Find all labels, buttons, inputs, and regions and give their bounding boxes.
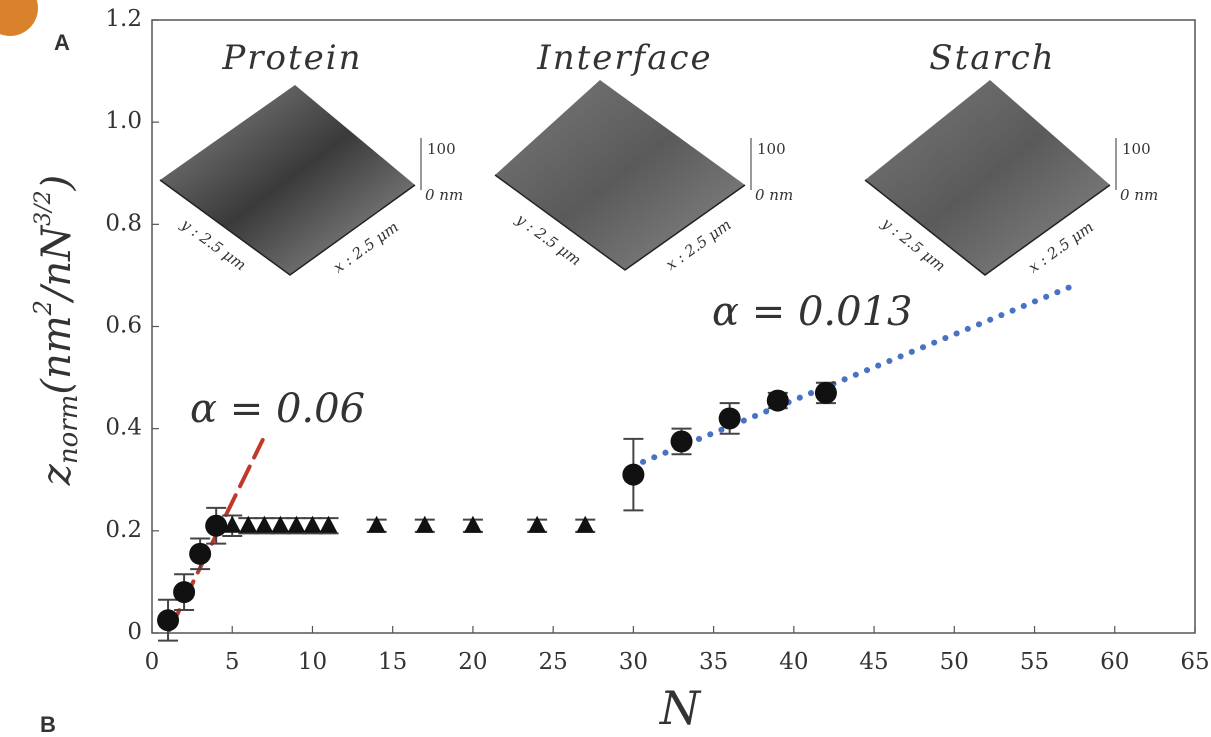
y-label-part: norm [54, 395, 84, 464]
scale-top: 100 [1122, 140, 1151, 158]
point [223, 515, 242, 533]
point-group [189, 537, 212, 571]
fit-label: α = 0.013 [712, 289, 912, 335]
point [287, 515, 306, 533]
surface [160, 85, 415, 275]
x-tick-label: 25 [539, 649, 568, 675]
x-tick-label: 40 [779, 649, 808, 675]
panel-label: A [54, 30, 70, 55]
point-group [173, 573, 196, 612]
x-tick-label: 5 [225, 649, 240, 675]
inset-title: Interface [536, 38, 712, 78]
x-tick-label: 45 [859, 649, 888, 675]
point-group [718, 402, 741, 435]
scale-top: 100 [757, 140, 786, 158]
y-axis-label: znorm(nm2/nN3/2) [29, 175, 85, 486]
y-tick-label: 0 [127, 619, 142, 645]
x-tick-label: 65 [1180, 649, 1209, 675]
point [319, 515, 338, 533]
y-label-part: 2 [29, 300, 57, 316]
surface-edge [864, 179, 1111, 276]
point-group [766, 389, 789, 412]
point [814, 381, 837, 404]
point-group [205, 506, 228, 545]
point-group [575, 515, 596, 533]
point-group [366, 515, 387, 533]
point-group [222, 514, 243, 537]
y-label-part: (nm [34, 315, 80, 394]
logo [0, 0, 38, 36]
x-axis-label: N [659, 681, 702, 735]
y-label-part: z [34, 463, 80, 486]
x-tick-label: 30 [619, 649, 648, 675]
point [463, 515, 482, 533]
point-group [622, 437, 645, 512]
point [239, 515, 258, 533]
point [157, 609, 180, 632]
x-tick-label: 20 [458, 649, 487, 675]
point [367, 515, 386, 533]
x-tick-label: 60 [1100, 649, 1129, 675]
y-tick-label: 1.0 [105, 108, 142, 134]
point [528, 515, 547, 533]
inset-title: Starch [929, 38, 1055, 78]
point [766, 389, 789, 412]
point [189, 542, 212, 565]
x-tick-label: 55 [1020, 649, 1049, 675]
point [205, 514, 228, 537]
y-tick-label: 0.2 [105, 517, 142, 543]
point-group [527, 515, 548, 533]
y-label-part: 3/2 [31, 190, 56, 225]
y-tick-label: 0.8 [105, 210, 142, 236]
x-tick-label: 0 [145, 649, 160, 675]
y-tick-label: 1.2 [105, 6, 142, 32]
point [576, 515, 595, 533]
surface [865, 80, 1110, 275]
scale-bottom: 0 nm [425, 186, 463, 204]
y-label-part: /nN [34, 224, 80, 304]
point-group [414, 515, 435, 533]
x-tick-label: 10 [298, 649, 327, 675]
point [718, 407, 741, 430]
inset-title: Protein [221, 38, 362, 78]
scale-top: 100 [427, 140, 456, 158]
point-group [157, 598, 180, 642]
y-tick-label: 0.6 [105, 313, 142, 339]
x-tick-label: 15 [378, 649, 407, 675]
point [670, 430, 693, 453]
fit-label: α = 0.06 [190, 386, 365, 432]
surface-edge [494, 174, 746, 271]
point-group [670, 427, 693, 456]
surface-edge [159, 179, 416, 276]
scale-bottom: 0 nm [1120, 186, 1158, 204]
point-group [318, 515, 339, 535]
fit-line [640, 282, 1078, 465]
surface [495, 80, 745, 270]
x-tick-label: 50 [940, 649, 969, 675]
point [255, 515, 274, 533]
y-tick-label: 0.4 [105, 415, 142, 441]
point [173, 581, 196, 604]
point [622, 463, 645, 486]
x-tick-label: 35 [699, 649, 728, 675]
point [303, 515, 322, 533]
point [415, 515, 434, 533]
point-group [814, 381, 837, 405]
point-group [462, 515, 483, 533]
point-group [238, 515, 259, 535]
y-label-part: ) [34, 175, 80, 192]
scale-bottom: 0 nm [755, 186, 793, 204]
point [271, 515, 290, 533]
panel-label: B [40, 712, 56, 737]
